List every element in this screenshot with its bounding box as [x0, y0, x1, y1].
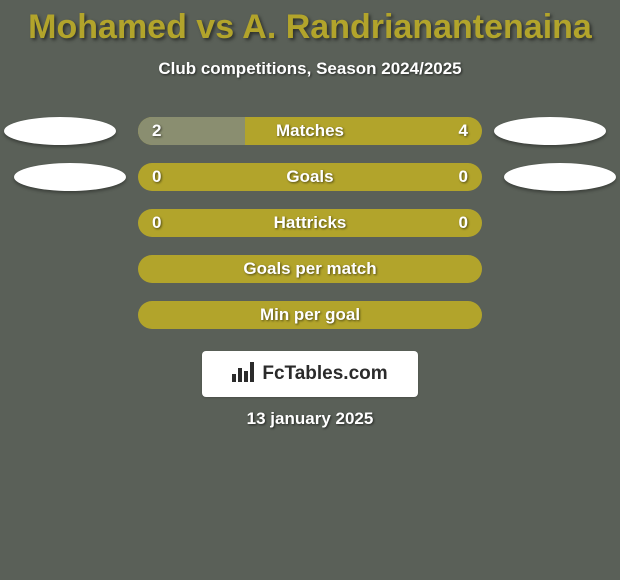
brand-badge: FcTables.com [202, 351, 418, 397]
comparison-infographic: Mohamed vs A. Randrianantenaina Club com… [0, 0, 620, 580]
stat-bar: Goals per match [138, 255, 482, 283]
stat-bar-value-right: 4 [459, 117, 468, 145]
page-title: Mohamed vs A. Randrianantenaina [0, 0, 620, 47]
stat-row: Goals per match [0, 255, 620, 283]
player-ellipse [4, 117, 116, 145]
stat-bar-full [138, 301, 482, 329]
stat-row: Hattricks00 [0, 209, 620, 237]
date-label: 13 january 2025 [0, 409, 620, 429]
page-subtitle: Club competitions, Season 2024/2025 [0, 59, 620, 79]
stat-bar: Matches24 [138, 117, 482, 145]
stat-rows: Matches24Goals00Hattricks00Goals per mat… [0, 117, 620, 329]
brand-text: FcTables.com [262, 363, 387, 385]
stat-bar-value-left: 0 [152, 163, 161, 191]
stat-bar: Hattricks00 [138, 209, 482, 237]
player-ellipse [494, 117, 606, 145]
stat-row: Min per goal [0, 301, 620, 329]
stat-bar-full [138, 255, 482, 283]
stat-bar-value-left: 2 [152, 117, 161, 145]
stat-bar-value-left: 0 [152, 209, 161, 237]
stat-bar: Goals00 [138, 163, 482, 191]
stat-bar-full [138, 163, 482, 191]
bars-icon [232, 362, 256, 387]
player-ellipse [504, 163, 616, 191]
stat-bar-value-right: 0 [459, 209, 468, 237]
stat-bar-value-right: 0 [459, 163, 468, 191]
stat-bar: Min per goal [138, 301, 482, 329]
stat-bar-full [138, 209, 482, 237]
player-ellipse [14, 163, 126, 191]
